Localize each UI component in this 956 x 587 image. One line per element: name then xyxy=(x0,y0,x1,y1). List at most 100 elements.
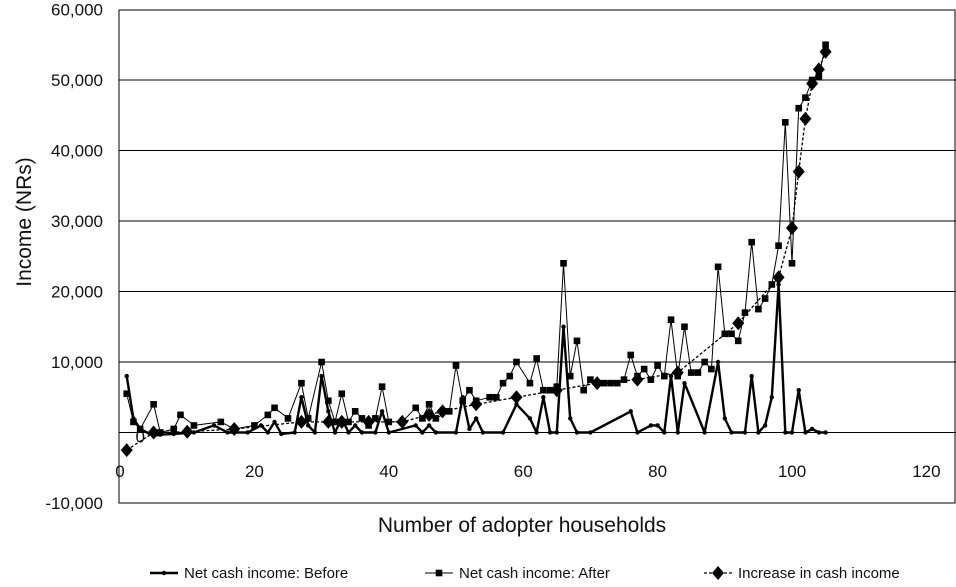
data-point-after xyxy=(708,365,715,373)
data-point-before xyxy=(346,430,351,435)
data-point-after xyxy=(613,379,621,387)
series-after xyxy=(123,41,829,436)
data-point-increase xyxy=(786,221,798,236)
data-point-after xyxy=(687,369,695,376)
plot-area-border xyxy=(118,9,956,504)
legend-item-before: Net cash income: Before xyxy=(150,565,348,582)
data-point-increase xyxy=(436,404,449,419)
data-point-after xyxy=(815,73,823,80)
data-point-after xyxy=(748,238,755,246)
data-point-after xyxy=(802,94,809,101)
data-point-before xyxy=(500,430,506,435)
y-tick-label: 0 xyxy=(136,428,145,447)
x-tick-label: 100 xyxy=(778,462,806,481)
x-tick-label: 20 xyxy=(245,462,264,481)
data-point-increase xyxy=(550,383,563,398)
data-point-after xyxy=(493,393,500,401)
data-point-after xyxy=(486,393,493,401)
data-point-before xyxy=(554,430,559,435)
data-point-after xyxy=(432,415,440,422)
data-point-after xyxy=(338,390,346,398)
data-point-after xyxy=(788,260,796,267)
x-tick-label: 0 xyxy=(115,462,124,481)
y-tick-label: -10,000 xyxy=(45,494,103,513)
data-point-after xyxy=(177,411,184,419)
data-point-before xyxy=(312,430,318,435)
y-tick-label: 20,000 xyxy=(51,283,103,302)
data-point-before xyxy=(373,430,378,435)
data-point-before xyxy=(265,430,271,435)
data-point-before xyxy=(211,423,217,428)
data-point-increase xyxy=(228,421,241,436)
data-point-before xyxy=(816,430,822,435)
data-point-after xyxy=(298,379,305,387)
data-point-after xyxy=(728,330,735,338)
data-point-after xyxy=(271,404,278,412)
data-point-before xyxy=(574,430,580,435)
data-point-increase xyxy=(335,414,348,429)
data-point-before xyxy=(796,388,801,393)
data-point-before xyxy=(756,430,761,435)
data-point-after xyxy=(331,418,339,426)
data-point-after xyxy=(822,41,829,49)
data-point-after xyxy=(425,401,433,408)
data-point-after xyxy=(325,397,332,405)
data-point-before xyxy=(292,430,297,435)
data-point-after xyxy=(681,323,688,331)
y-tick-label: 10,000 xyxy=(51,353,103,372)
data-point-before xyxy=(541,395,546,400)
legend-item-after: Net cash income: After xyxy=(425,565,610,582)
data-point-after xyxy=(781,119,789,126)
data-point-before xyxy=(245,430,250,435)
data-point-before xyxy=(588,430,593,435)
data-point-increase xyxy=(812,62,825,77)
data-point-increase xyxy=(120,443,133,458)
data-point-increase xyxy=(295,414,308,429)
data-point-before xyxy=(534,430,539,435)
data-point-after xyxy=(466,386,473,394)
data-point-before xyxy=(762,423,768,428)
data-point-before xyxy=(386,430,391,435)
data-point-after xyxy=(445,408,453,415)
legend-label: Net cash income: After xyxy=(459,565,610,582)
data-point-after xyxy=(647,376,655,383)
data-point-before xyxy=(789,430,795,435)
y-tick-label: 60,000 xyxy=(51,1,103,20)
data-point-increase xyxy=(792,164,805,179)
data-point-before xyxy=(749,373,754,379)
data-point-before xyxy=(332,430,338,435)
data-point-before xyxy=(426,423,432,428)
data-point-after xyxy=(459,397,467,405)
y-axis-title: Income (NRs) xyxy=(13,157,36,287)
data-point-after xyxy=(566,372,574,380)
data-point-after xyxy=(627,351,635,359)
data-point-increase xyxy=(732,316,745,331)
data-point-increase xyxy=(806,76,819,91)
data-point-after xyxy=(560,260,567,267)
data-point-before xyxy=(279,431,284,437)
data-point-after xyxy=(661,372,668,380)
data-point-increase xyxy=(181,424,194,439)
data-point-after xyxy=(452,362,460,369)
data-point-after xyxy=(714,263,722,271)
data-point-increase xyxy=(819,44,832,59)
data-point-after xyxy=(284,415,292,422)
data-point-after xyxy=(667,316,675,323)
data-point-after xyxy=(761,295,769,302)
data-point-after xyxy=(157,429,164,436)
y-axis-tick-labels: -10,000 0 10,000 20,000 30,000 40,000 50,000 60… xyxy=(45,1,145,514)
data-point-after xyxy=(130,418,137,426)
data-point-after xyxy=(351,408,359,415)
data-point-after xyxy=(795,104,803,112)
data-point-before xyxy=(648,423,654,428)
data-point-after xyxy=(533,355,540,362)
data-point-increase xyxy=(631,372,644,387)
data-point-after xyxy=(123,390,131,398)
data-point-after xyxy=(640,365,648,373)
data-point-before xyxy=(473,416,479,421)
data-point-before xyxy=(655,423,660,428)
data-point-after xyxy=(136,425,144,433)
data-point-before xyxy=(823,430,828,435)
x-tick-label: 80 xyxy=(648,462,667,481)
data-point-increase xyxy=(322,414,335,429)
